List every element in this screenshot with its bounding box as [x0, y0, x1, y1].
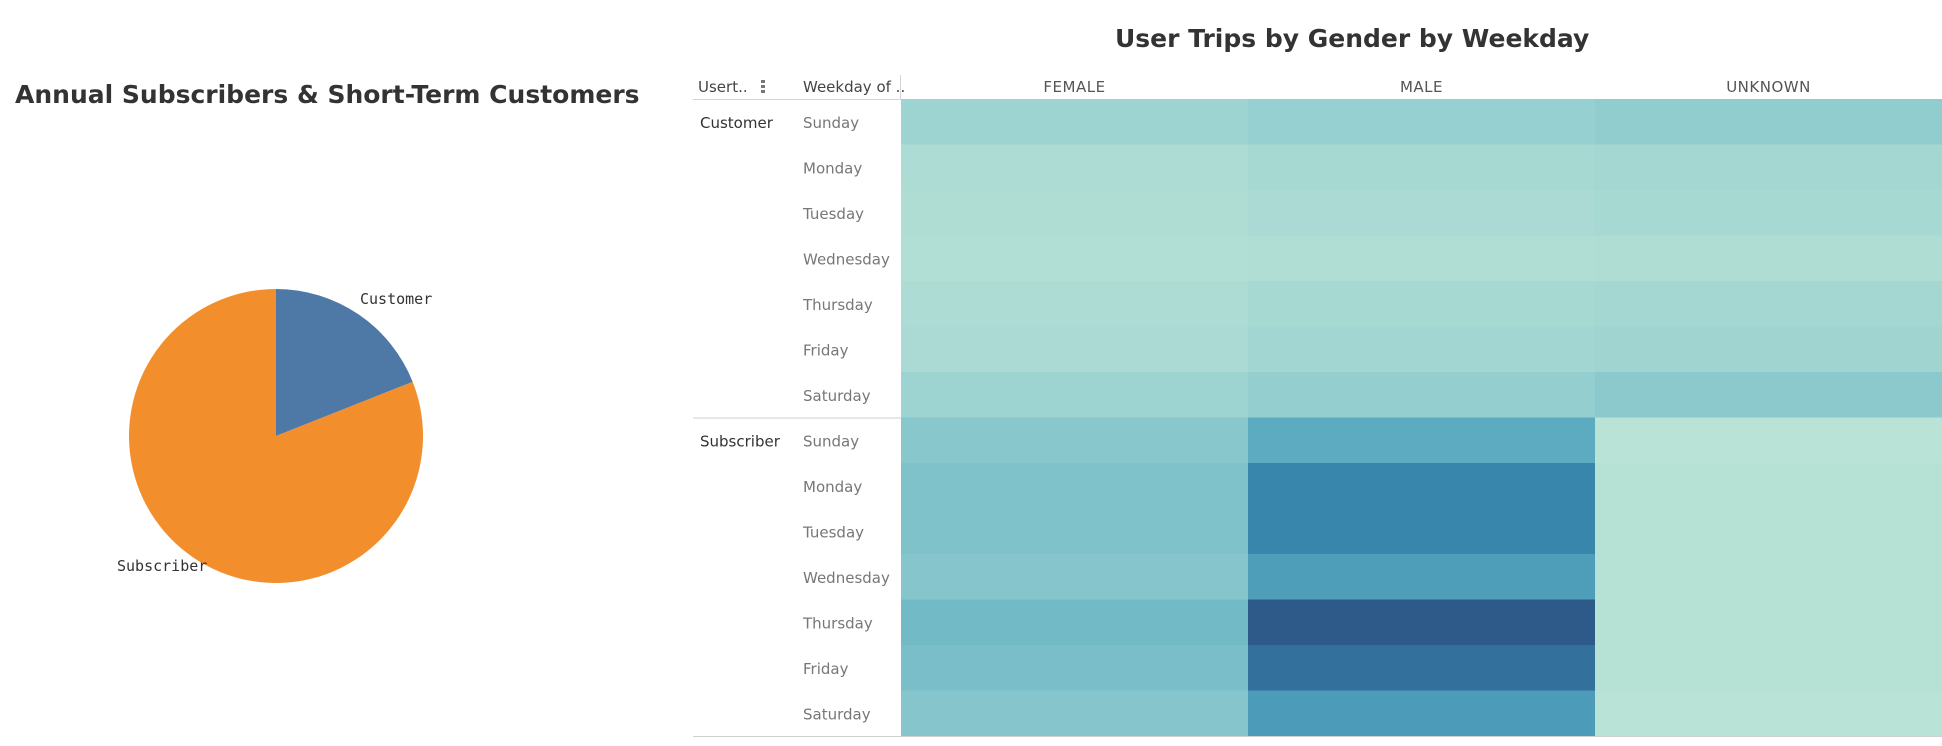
heatmap-cell[interactable]	[901, 144, 1249, 191]
row-label-subscriber-wednesday: Wednesday	[803, 569, 890, 587]
heatmap-title: User Trips by Gender by Weekday	[1115, 24, 1590, 53]
row-label-customer-wednesday: Wednesday	[803, 251, 890, 269]
heatmap-cell[interactable]	[1248, 99, 1596, 146]
column-header-male[interactable]: MALE	[1400, 78, 1443, 96]
heatmap-cell[interactable]	[901, 372, 1249, 419]
heatmap-cell[interactable]	[901, 417, 1249, 464]
heatmap-cell[interactable]	[901, 326, 1249, 373]
pie-label-customer: Customer	[360, 290, 432, 308]
heatmap-cell[interactable]	[1248, 235, 1596, 282]
heatmap-cell[interactable]	[1595, 144, 1942, 191]
heatmap-cell[interactable]	[901, 235, 1249, 282]
heatmap-cell[interactable]	[1248, 144, 1596, 191]
heatmap-cell[interactable]	[901, 554, 1249, 601]
heatmap-cell[interactable]	[1248, 190, 1596, 237]
row-label-subscriber-sunday: Sunday	[803, 433, 859, 451]
heatmap-cell[interactable]	[901, 508, 1249, 555]
heatmap-cell[interactable]	[901, 190, 1249, 237]
row-label-subscriber-saturday: Saturday	[803, 706, 871, 724]
heatmap-cell[interactable]	[1248, 372, 1596, 419]
heatmap-cell[interactable]	[1595, 508, 1942, 555]
row-label-customer-sunday: Sunday	[803, 114, 859, 132]
sort-icon[interactable]	[761, 80, 765, 93]
heatmap-cell[interactable]	[901, 599, 1249, 646]
pie-chart: Customer Subscriber	[117, 289, 432, 584]
pie-slice-customer[interactable]	[276, 289, 413, 436]
heatmap-cell[interactable]	[1595, 190, 1942, 237]
heatmap-cell[interactable]	[901, 281, 1249, 328]
heatmap-cell[interactable]	[1595, 554, 1942, 601]
heatmap-cell[interactable]	[1595, 599, 1942, 646]
heatmap-cell[interactable]	[1595, 417, 1942, 464]
row-label-customer-monday: Monday	[803, 160, 862, 178]
pie-slice-subscriber[interactable]	[129, 289, 423, 584]
row-label-customer-tuesday: Tuesday	[802, 205, 864, 223]
row-header-weekday[interactable]: Weekday of ..	[803, 78, 905, 96]
row-header-usertype[interactable]: Usert..	[698, 78, 748, 96]
heatmap-cell[interactable]	[901, 99, 1249, 146]
column-header-unknown[interactable]: UNKNOWN	[1726, 78, 1811, 96]
heatmap-cell[interactable]	[1248, 508, 1596, 555]
heatmap-cell[interactable]	[1248, 690, 1596, 737]
group-label-subscriber: Subscriber	[700, 433, 781, 451]
row-label-customer-friday: Friday	[803, 342, 849, 360]
heatmap-cell[interactable]	[1595, 99, 1942, 146]
heatmap-cell[interactable]	[1248, 281, 1596, 328]
heatmap-cell[interactable]	[1595, 326, 1942, 373]
heatmap-cell[interactable]	[1595, 372, 1942, 419]
heatmap-cell[interactable]	[1595, 645, 1942, 692]
heatmap-cell[interactable]	[901, 645, 1249, 692]
heatmap-cell[interactable]	[1595, 463, 1942, 510]
group-label-customer: Customer	[700, 114, 774, 132]
pie-chart-title: Annual Subscribers & Short-Term Customer…	[15, 80, 640, 109]
pie-label-subscriber: Subscriber	[117, 557, 207, 575]
heatmap-cell[interactable]	[1248, 417, 1596, 464]
row-label-subscriber-monday: Monday	[803, 478, 862, 496]
heatmap-cell[interactable]	[1248, 599, 1596, 646]
heatmap-cell[interactable]	[1595, 235, 1942, 282]
heatmap-cell[interactable]	[901, 463, 1249, 510]
row-label-subscriber-friday: Friday	[803, 660, 849, 678]
row-label-customer-saturday: Saturday	[803, 387, 871, 405]
row-label-subscriber-thursday: Thursday	[802, 615, 873, 633]
heatmap-cell[interactable]	[1248, 645, 1596, 692]
heatmap-cell[interactable]	[901, 690, 1249, 737]
heatmap-cell[interactable]	[1248, 463, 1596, 510]
column-header-female[interactable]: FEMALE	[1043, 78, 1105, 96]
heatmap-cell[interactable]	[1248, 326, 1596, 373]
row-label-customer-thursday: Thursday	[802, 296, 873, 314]
heatmap-cell[interactable]	[1248, 554, 1596, 601]
heatmap-cell[interactable]	[1595, 690, 1942, 737]
heatmap-cell[interactable]	[1595, 281, 1942, 328]
row-label-subscriber-tuesday: Tuesday	[802, 524, 864, 542]
